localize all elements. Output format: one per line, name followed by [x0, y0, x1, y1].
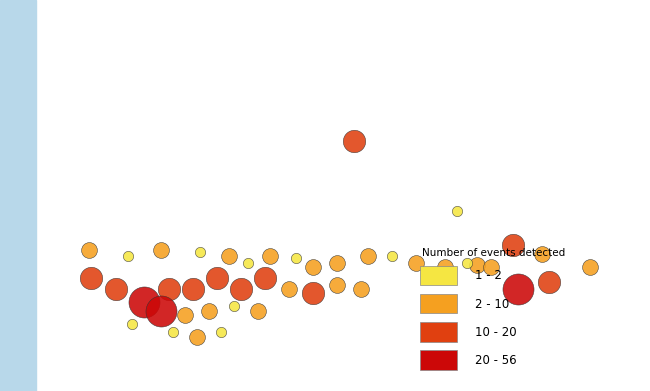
Point [291, 255, 302, 262]
Point [139, 299, 150, 305]
Point [307, 264, 318, 270]
Point [216, 329, 227, 335]
FancyBboxPatch shape [420, 294, 457, 314]
Point [471, 262, 482, 268]
Point [111, 286, 121, 292]
Point [156, 307, 166, 314]
Point [283, 286, 294, 292]
Point [259, 275, 270, 281]
Point [332, 282, 343, 288]
Point [86, 275, 97, 281]
Point [180, 312, 190, 318]
FancyBboxPatch shape [420, 350, 457, 370]
Text: Number of events detected: Number of events detected [422, 248, 566, 258]
Point [194, 249, 205, 255]
Text: 10 - 20: 10 - 20 [476, 326, 517, 339]
Point [363, 253, 374, 260]
Point [440, 264, 450, 270]
Point [204, 307, 214, 314]
Point [462, 260, 473, 266]
Point [543, 279, 554, 285]
FancyBboxPatch shape [420, 266, 457, 285]
Point [127, 321, 138, 327]
Point [411, 260, 422, 266]
Point [163, 286, 174, 292]
Point [122, 253, 133, 260]
Point [265, 253, 275, 260]
Point [387, 253, 398, 260]
Point [252, 307, 263, 314]
Bar [0, 0, 36, 391]
Point [168, 329, 179, 335]
Point [348, 138, 359, 144]
Text: 20 - 56: 20 - 56 [476, 354, 517, 367]
Point [307, 290, 318, 296]
Point [187, 286, 198, 292]
Point [211, 275, 222, 281]
Point [536, 251, 547, 257]
Point [508, 242, 518, 249]
FancyBboxPatch shape [420, 322, 457, 342]
Point [332, 260, 343, 266]
Point [242, 260, 253, 266]
Point [156, 247, 166, 253]
Point [356, 286, 367, 292]
Point [235, 286, 246, 292]
Point [84, 247, 94, 253]
Point [452, 208, 463, 214]
Text: 2 - 10: 2 - 10 [476, 298, 510, 310]
Point [584, 264, 595, 270]
Point [512, 286, 523, 292]
Point [228, 303, 239, 309]
Point [192, 334, 203, 340]
Text: 1 - 2: 1 - 2 [476, 269, 502, 282]
Point [486, 264, 497, 270]
Point [224, 253, 234, 260]
